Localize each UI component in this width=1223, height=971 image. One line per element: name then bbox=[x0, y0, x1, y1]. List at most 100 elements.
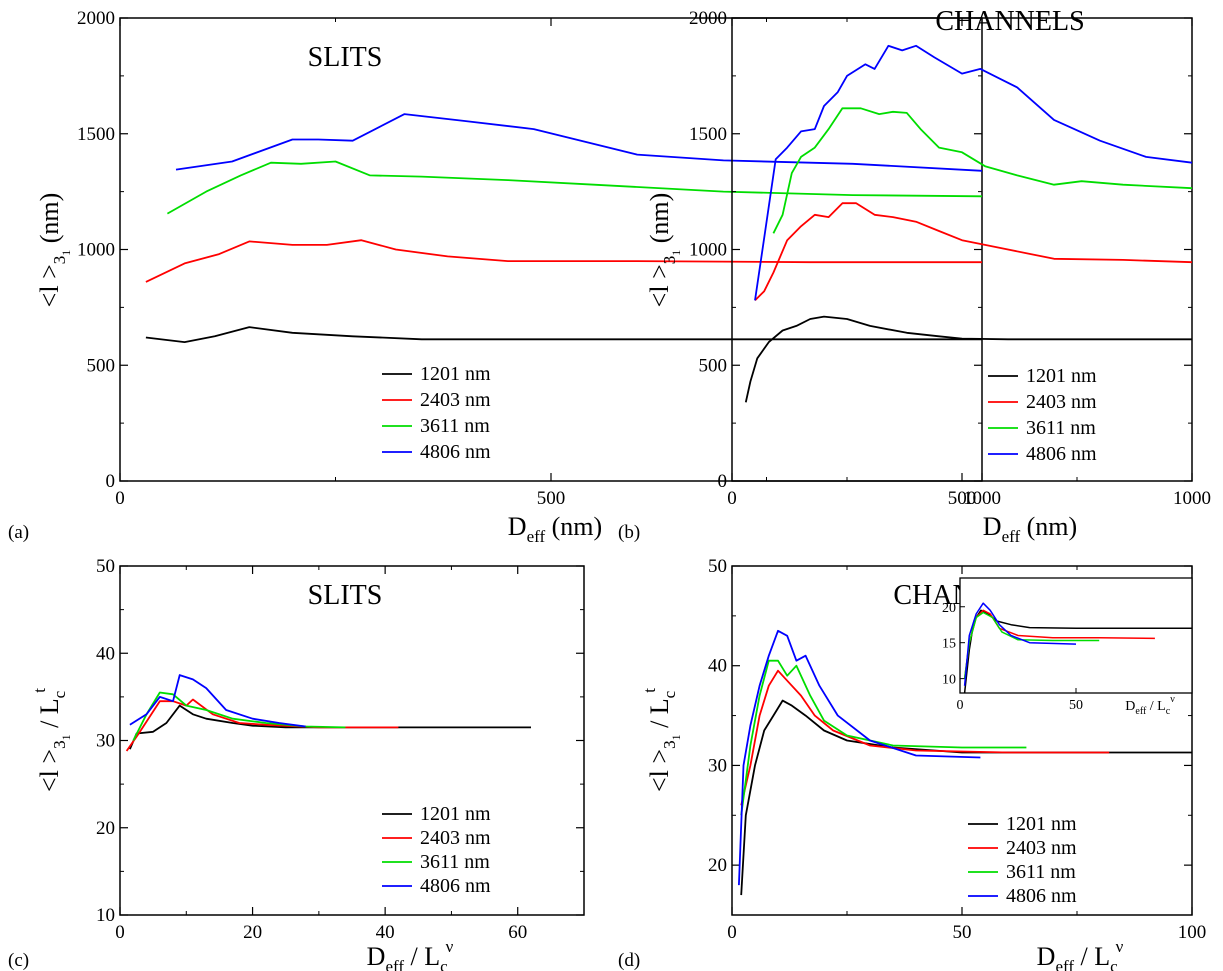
y-tick-label: 40 bbox=[96, 643, 115, 664]
y-axis-label-main: <l > bbox=[645, 264, 674, 307]
y-tick-label: 1000 bbox=[689, 240, 727, 261]
inset-x-tick-label: 50 bbox=[1069, 698, 1083, 713]
y-tick-label: 500 bbox=[87, 355, 116, 376]
y-tick-label: 20 bbox=[708, 855, 727, 876]
x-axis-label: Deff / Lcν bbox=[1037, 937, 1124, 971]
y-tick-label: 500 bbox=[699, 355, 728, 376]
x-axis-label-sub: eff bbox=[1002, 527, 1021, 546]
panel-label: (a) bbox=[8, 522, 29, 543]
y-tick-label: 2000 bbox=[689, 8, 727, 29]
y-axis-label-main: <l > bbox=[35, 749, 64, 792]
series-line-1 bbox=[744, 315, 1192, 403]
x-axis-label-main: D bbox=[508, 512, 527, 541]
x-tick-label: 0 bbox=[727, 922, 737, 943]
inset-series-line-3 bbox=[963, 611, 1100, 679]
chart-title: SLITS bbox=[308, 42, 383, 73]
series-line-2 bbox=[125, 698, 399, 752]
panel-label: (c) bbox=[8, 950, 29, 971]
plot-frame-c bbox=[119, 565, 585, 916]
x-tick-label: 0 bbox=[115, 488, 125, 509]
x-axis-label: Deff (nm) bbox=[983, 512, 1077, 546]
y-tick-label: 0 bbox=[718, 471, 728, 492]
legend-label: 2403 nm bbox=[1026, 391, 1097, 413]
x-tick-label: 1000 bbox=[963, 488, 1001, 509]
y-axis-label-mid: / L bbox=[645, 698, 674, 734]
x-axis-label-main: D bbox=[1037, 942, 1056, 971]
x-tick-label: 20 bbox=[243, 922, 262, 943]
y-axis-label-sub: 3 bbox=[660, 740, 679, 749]
series-line-4 bbox=[738, 629, 981, 886]
x-tick-label: 1000 bbox=[1173, 488, 1211, 509]
y-axis-label: <l >31 / Lct bbox=[30, 688, 73, 792]
x-axis-label-sub2: c bbox=[1110, 957, 1118, 971]
series-line-3 bbox=[740, 659, 1027, 816]
x-axis-label-sub: eff bbox=[385, 957, 404, 971]
x-axis-label-sub: eff bbox=[1055, 957, 1074, 971]
inset-frame bbox=[959, 577, 1193, 694]
legend-label: 3611 nm bbox=[1026, 417, 1096, 439]
x-tick-label: 100 bbox=[1178, 922, 1207, 943]
panel-label: (d) bbox=[618, 950, 640, 971]
series-line-2 bbox=[754, 202, 1193, 302]
x-axis-label-main: D bbox=[983, 512, 1002, 541]
x-axis-label: Deff (nm) bbox=[508, 512, 602, 546]
legend-label: 4806 nm bbox=[420, 441, 491, 463]
inset-y-tick-label: 10 bbox=[942, 673, 956, 688]
y-tick-label: 20 bbox=[96, 818, 115, 839]
y-tick-label: 30 bbox=[708, 755, 727, 776]
inset-xlab-main: D bbox=[1125, 699, 1135, 714]
inset-series-line-4 bbox=[963, 602, 1077, 686]
x-axis-label-suffix: (nm) bbox=[545, 512, 602, 541]
legend-label: 4806 nm bbox=[420, 875, 491, 897]
y-axis-label-subsub: 1 bbox=[59, 734, 73, 740]
x-tick-label: 60 bbox=[508, 922, 527, 943]
y-axis-label-sub: 3 bbox=[50, 740, 69, 749]
plot-frame-b bbox=[731, 17, 1193, 482]
series-line-4 bbox=[754, 44, 1193, 301]
y-axis-label-main: <l > bbox=[645, 749, 674, 792]
panel-label: (b) bbox=[618, 522, 640, 543]
x-axis-label-sup2: ν bbox=[446, 937, 454, 956]
chart-title: SLITS bbox=[308, 580, 383, 611]
y-axis-label-mid: / L bbox=[35, 698, 64, 734]
inset-x-axis-label: Deff / Lcν bbox=[1125, 694, 1175, 717]
y-tick-label: 2000 bbox=[77, 8, 115, 29]
x-axis-label-sup2: ν bbox=[1116, 937, 1124, 956]
y-axis-label-suffix: (nm) bbox=[35, 193, 64, 250]
y-tick-label: 1000 bbox=[77, 240, 115, 261]
y-tick-label: 10 bbox=[96, 905, 115, 926]
y-axis-label-subsub: 1 bbox=[669, 250, 683, 256]
legend-label: 2403 nm bbox=[420, 827, 491, 849]
y-axis-label-suffix: (nm) bbox=[645, 193, 674, 250]
panel-a: 0 500 1000 0 500 1000 1500 2000 SLITS 1201 nm2403… bbox=[8, 8, 1001, 546]
legend-label: 4806 nm bbox=[1026, 443, 1097, 465]
legend-label: 3611 nm bbox=[1006, 861, 1076, 883]
x-tick-label: 40 bbox=[376, 922, 395, 943]
y-tick-label: 0 bbox=[106, 471, 116, 492]
inset-xlab-sub: eff bbox=[1135, 706, 1147, 717]
series-line-3 bbox=[772, 107, 1193, 234]
legend-label: 2403 nm bbox=[420, 389, 491, 411]
series-line-2 bbox=[145, 239, 982, 283]
inset-xlab-sup2: ν bbox=[1170, 694, 1175, 705]
y-axis-label-sub: 3 bbox=[50, 256, 69, 265]
x-tick-label: 0 bbox=[727, 488, 737, 509]
inset-chart: 0 50 10 15 20 Deff / Lcν bbox=[942, 577, 1193, 717]
y-tick-label: 1500 bbox=[77, 124, 115, 145]
series-line-2 bbox=[740, 669, 1110, 806]
y-axis-label-main: <l > bbox=[35, 264, 64, 307]
legend-label: 3611 nm bbox=[420, 851, 490, 873]
series-line-4 bbox=[175, 113, 983, 172]
y-axis-label-subsub: 1 bbox=[59, 250, 73, 256]
legend-label: 1201 nm bbox=[1026, 365, 1097, 387]
x-axis-label: Deff / Lcν bbox=[367, 937, 454, 971]
series-line-3 bbox=[132, 691, 346, 741]
inset-y-tick-label: 20 bbox=[942, 601, 956, 616]
y-tick-label: 50 bbox=[96, 556, 115, 577]
